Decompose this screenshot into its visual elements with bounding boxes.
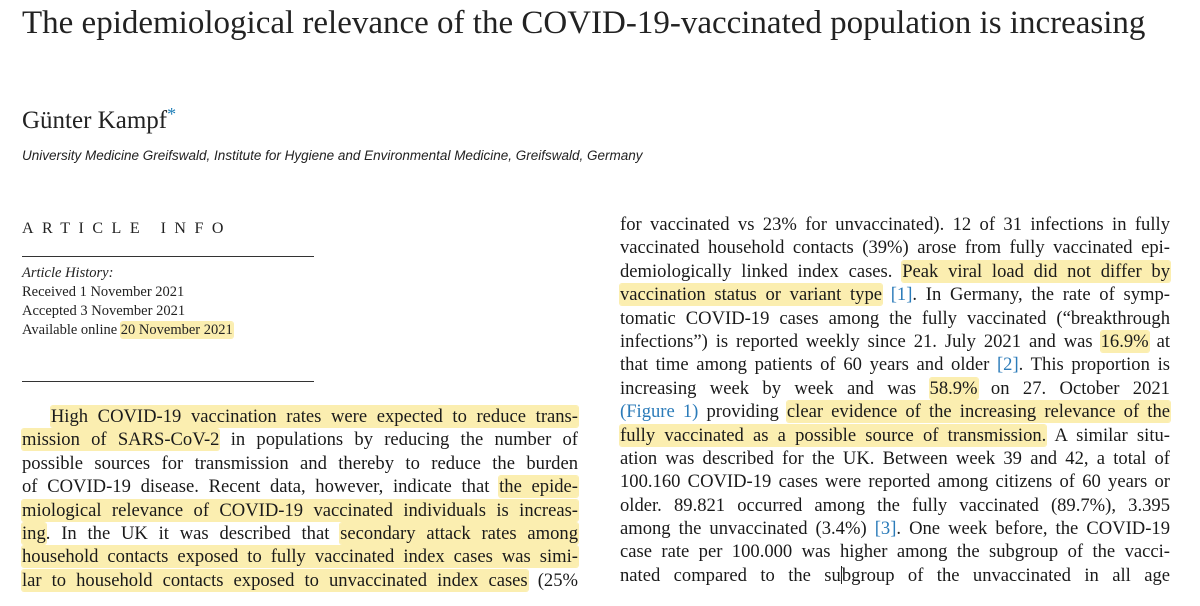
text-run: at [1148, 330, 1170, 352]
highlight: secondary attack rates among [340, 522, 578, 544]
available-prefix: Available online [22, 322, 121, 338]
text-cursor [840, 565, 842, 584]
citation-link[interactable]: [2] [996, 354, 1019, 376]
text-run: that time among patients of 60 years and… [620, 354, 997, 376]
text-line: 100.160 COVID-19 cases were reported amo… [620, 471, 1170, 493]
text-run: increasing week by week and was [620, 377, 930, 399]
text-run [882, 284, 891, 305]
corresponding-author-mark[interactable]: * [167, 104, 177, 124]
text-line: ation was described for the UK. Between … [620, 447, 1170, 469]
text-run: (25% [527, 569, 578, 591]
highlight: High COVID-19 vaccination rates were exp… [50, 406, 578, 427]
text-run: infections”) is reported weekly since 21… [620, 330, 1101, 352]
highlight: Peak viral load did not differ by [902, 260, 1170, 282]
highlight: household contacts exposed to fully vacc… [22, 546, 578, 568]
text-run: among the unvaccinated (3.4%) [620, 518, 875, 540]
text-line: among the unvaccinated (3.4%) [3]. One w… [620, 517, 1170, 540]
highlight: lar to household contacts exposed to unv… [22, 569, 528, 591]
text-run: . In Germany, the rate of symp- [912, 284, 1170, 306]
text-line: vaccination status or variant type [1]. … [620, 283, 1170, 306]
affiliation: University Medicine Greifswald, Institut… [22, 148, 643, 163]
text-run: in populations by reducing the number of [219, 429, 579, 451]
text-line: nated compared to the subgroup of the un… [620, 564, 1170, 587]
text-line: (Figure 1) providing clear evidence of t… [620, 400, 1171, 423]
history-label: Article History: [22, 265, 114, 281]
highlight: 58.9% [929, 377, 978, 399]
text-line: household contacts exposed to fully vacc… [22, 545, 578, 568]
article-history: Article History: Received 1 November 202… [22, 264, 233, 340]
text-run: on 27. October 2021 [977, 377, 1170, 399]
citation-link[interactable]: [1] [890, 284, 913, 306]
available-online: Available online 20 November 2021 [22, 321, 233, 340]
text-line: older. 89.821 occurred among the fully v… [620, 494, 1170, 516]
text-run: . In the UK it was described that [45, 522, 341, 544]
text-line: for vaccinated vs 23% for unvaccinated).… [620, 214, 1170, 235]
author-line: Günter Kampf* [22, 104, 176, 135]
highlight: ing [22, 522, 46, 544]
text-run: providing [698, 401, 787, 423]
text-line: demiologically linked index cases. Peak … [620, 260, 1170, 283]
text-line: that time among patients of 60 years and… [620, 353, 1170, 376]
text-run: . One week before, the COVID-19 [896, 518, 1170, 540]
text-line: miological relevance of COVID-19 vaccina… [22, 499, 578, 522]
article-title: The epidemiological relevance of the COV… [22, 5, 1146, 41]
divider [22, 381, 314, 382]
received-date: Received 1 November 2021 [22, 284, 185, 300]
text-line: mission of SARS-CoV-2 in populations by … [22, 428, 578, 451]
text-run: nated compared to the su [620, 564, 841, 586]
highlight: clear evidence of the increasing relevan… [786, 401, 1171, 423]
highlight: fully vaccinated as a possible source of… [620, 424, 1047, 446]
text-line: ing. In the UK it was described that sec… [22, 522, 578, 545]
body-right-column: for vaccinated vs 23% for unvaccinated).… [620, 213, 1171, 587]
highlight: 16.9% [1100, 330, 1149, 352]
text-line: lar to household contacts exposed to unv… [22, 569, 578, 592]
available-date-highlight: 20 November 2021 [120, 322, 233, 338]
body-left-column: High COVID-19 vaccination rates were exp… [22, 405, 578, 592]
divider [22, 256, 314, 257]
text-line: tomatic COVID-19 cases among the fully v… [620, 307, 1170, 329]
text-line: case rate per 100.000 was higher among t… [620, 541, 1170, 563]
text-line: increasing week by week and was 58.9% on… [620, 377, 1170, 400]
author-name: Günter Kampf [22, 107, 168, 134]
text-line: vaccinated household contacts (39%) aros… [620, 237, 1170, 259]
text-line: possible sources for transmission and th… [22, 452, 578, 474]
text-line: fully vaccinated as a possible source of… [620, 424, 1170, 447]
accepted-date: Accepted 3 November 2021 [22, 303, 186, 319]
text-run: A similar situ- [1046, 424, 1170, 446]
text-run: . This proportion is [1018, 354, 1170, 376]
figure-link[interactable]: (Figure 1) [620, 401, 699, 423]
text-line: of COVID-19 disease. Recent data, howeve… [22, 475, 578, 498]
citation-link[interactable]: [3] [874, 518, 897, 540]
highlight: vaccination status or variant type [620, 284, 883, 306]
highlight: mission of SARS-CoV-2 [22, 429, 220, 451]
text-run: of COVID-19 disease. Recent data, howeve… [22, 476, 500, 498]
text-run: demiologically linked index cases. [620, 260, 903, 282]
text-line: infections”) is reported weekly since 21… [620, 330, 1170, 353]
highlight: the epide- [499, 476, 578, 498]
highlight: miological relevance of COVID-19 vaccina… [22, 499, 578, 521]
article-info-heading: ARTICLE INFO [22, 220, 232, 237]
text-line: High COVID-19 vaccination rates were exp… [22, 405, 578, 428]
text-run: bgroup of the unvaccinated in all age [841, 564, 1170, 586]
